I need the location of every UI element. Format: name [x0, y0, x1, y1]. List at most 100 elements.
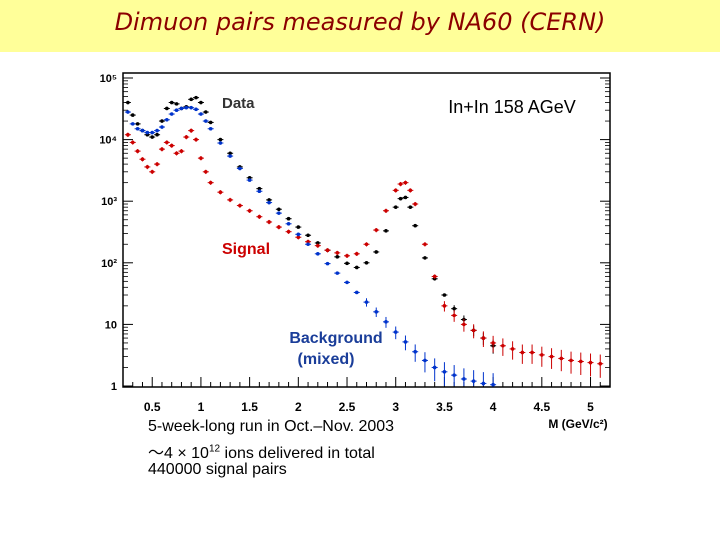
data-point — [373, 307, 380, 317]
data-point — [163, 117, 170, 122]
data-point — [382, 208, 389, 213]
data-point — [421, 242, 428, 247]
data-point — [154, 132, 161, 137]
data-point — [421, 256, 428, 260]
data-point — [217, 190, 224, 195]
data-point — [227, 197, 234, 203]
y-tick-label: 1 — [111, 381, 117, 393]
data-point — [373, 228, 380, 233]
data-point — [163, 140, 170, 145]
data-point — [129, 140, 136, 145]
y-tick-label: 10⁵ — [100, 73, 117, 85]
data-point — [158, 147, 165, 152]
data-point — [407, 188, 414, 193]
data-point — [227, 154, 234, 158]
x-tick-label: 4.5 — [533, 400, 550, 414]
data-point — [402, 195, 409, 200]
data-point — [168, 112, 175, 116]
data-point — [124, 100, 131, 105]
note-ions: ～4 × 1012 ions delivered in total — [148, 439, 375, 463]
data-point — [344, 253, 351, 259]
label-background: Background — [289, 330, 382, 347]
data-point — [470, 324, 477, 339]
data-point — [178, 106, 185, 111]
data-point — [246, 178, 253, 182]
data-point — [295, 225, 302, 229]
data-point — [295, 232, 302, 237]
label-signal: Signal — [222, 241, 270, 258]
title-bar — [0, 0, 720, 52]
data-point — [158, 125, 165, 129]
data-point — [397, 181, 404, 187]
data-point — [285, 229, 292, 234]
data-point — [173, 108, 180, 113]
data-point — [334, 255, 341, 259]
note-ions-prefix: ～4 × 10 — [148, 445, 209, 462]
data-point — [266, 200, 273, 205]
note-ions-exponent: 12 — [208, 443, 221, 455]
data-point — [193, 137, 200, 142]
data-point — [154, 128, 161, 133]
note-ions-suffix: ions delivered in total — [220, 445, 375, 462]
data-point — [480, 372, 487, 386]
data-point — [202, 119, 209, 123]
data-point — [324, 248, 331, 253]
data-point — [431, 274, 438, 279]
data-point — [558, 349, 565, 372]
y-tick-label: 10 — [105, 319, 117, 331]
data-point — [363, 242, 370, 247]
data-point — [124, 110, 131, 114]
data-point — [197, 100, 204, 105]
data-point — [207, 180, 214, 185]
data-point — [412, 223, 419, 228]
data-point — [470, 370, 477, 386]
data-point — [314, 241, 321, 245]
x-tick-label: 2 — [295, 400, 302, 414]
data-point — [197, 156, 204, 161]
data-point — [382, 316, 389, 328]
data-point — [266, 198, 273, 202]
data-point — [149, 130, 156, 135]
series-layer — [124, 95, 604, 387]
page-title: Dimuon pairs measured by NA60 (CERN) — [114, 8, 606, 36]
data-point — [363, 298, 370, 307]
series-data — [124, 95, 497, 354]
data-point — [188, 128, 195, 133]
data-point — [193, 95, 200, 100]
data-point — [392, 326, 399, 340]
data-point — [344, 280, 351, 285]
data-point — [188, 97, 195, 102]
data-point — [397, 196, 404, 201]
data-point — [134, 149, 141, 154]
data-point — [402, 335, 409, 351]
data-point — [353, 251, 360, 257]
annotation-in-in: In+In 158 AGeV — [448, 97, 576, 117]
data-point — [236, 166, 243, 171]
y-axis: 10⁵ 10⁴ 10³ 10² 10 1 — [99, 73, 610, 393]
data-point — [275, 211, 282, 215]
data-point — [246, 208, 253, 213]
data-point — [597, 354, 604, 378]
data-point — [305, 233, 312, 238]
data-point — [158, 119, 165, 123]
data-point — [188, 105, 195, 110]
x-tick-label: 2.5 — [339, 400, 356, 414]
data-point — [144, 164, 151, 170]
data-point — [207, 126, 214, 131]
data-point — [519, 344, 526, 364]
data-point — [460, 368, 467, 386]
data-point — [490, 373, 497, 387]
data-point — [129, 122, 136, 126]
data-point — [314, 243, 321, 248]
data-point — [202, 169, 209, 175]
data-point — [202, 110, 209, 114]
x-tick-label: 0.5 — [144, 400, 161, 414]
data-point — [217, 137, 224, 142]
x-tick-label: 3 — [392, 400, 399, 414]
data-point — [353, 290, 360, 295]
data-point — [168, 143, 175, 148]
data-point — [548, 348, 555, 369]
data-point — [353, 265, 360, 270]
label-background-mixed: (mixed) — [298, 351, 355, 368]
x-axis-label: M (GeV/c²) — [548, 417, 607, 431]
